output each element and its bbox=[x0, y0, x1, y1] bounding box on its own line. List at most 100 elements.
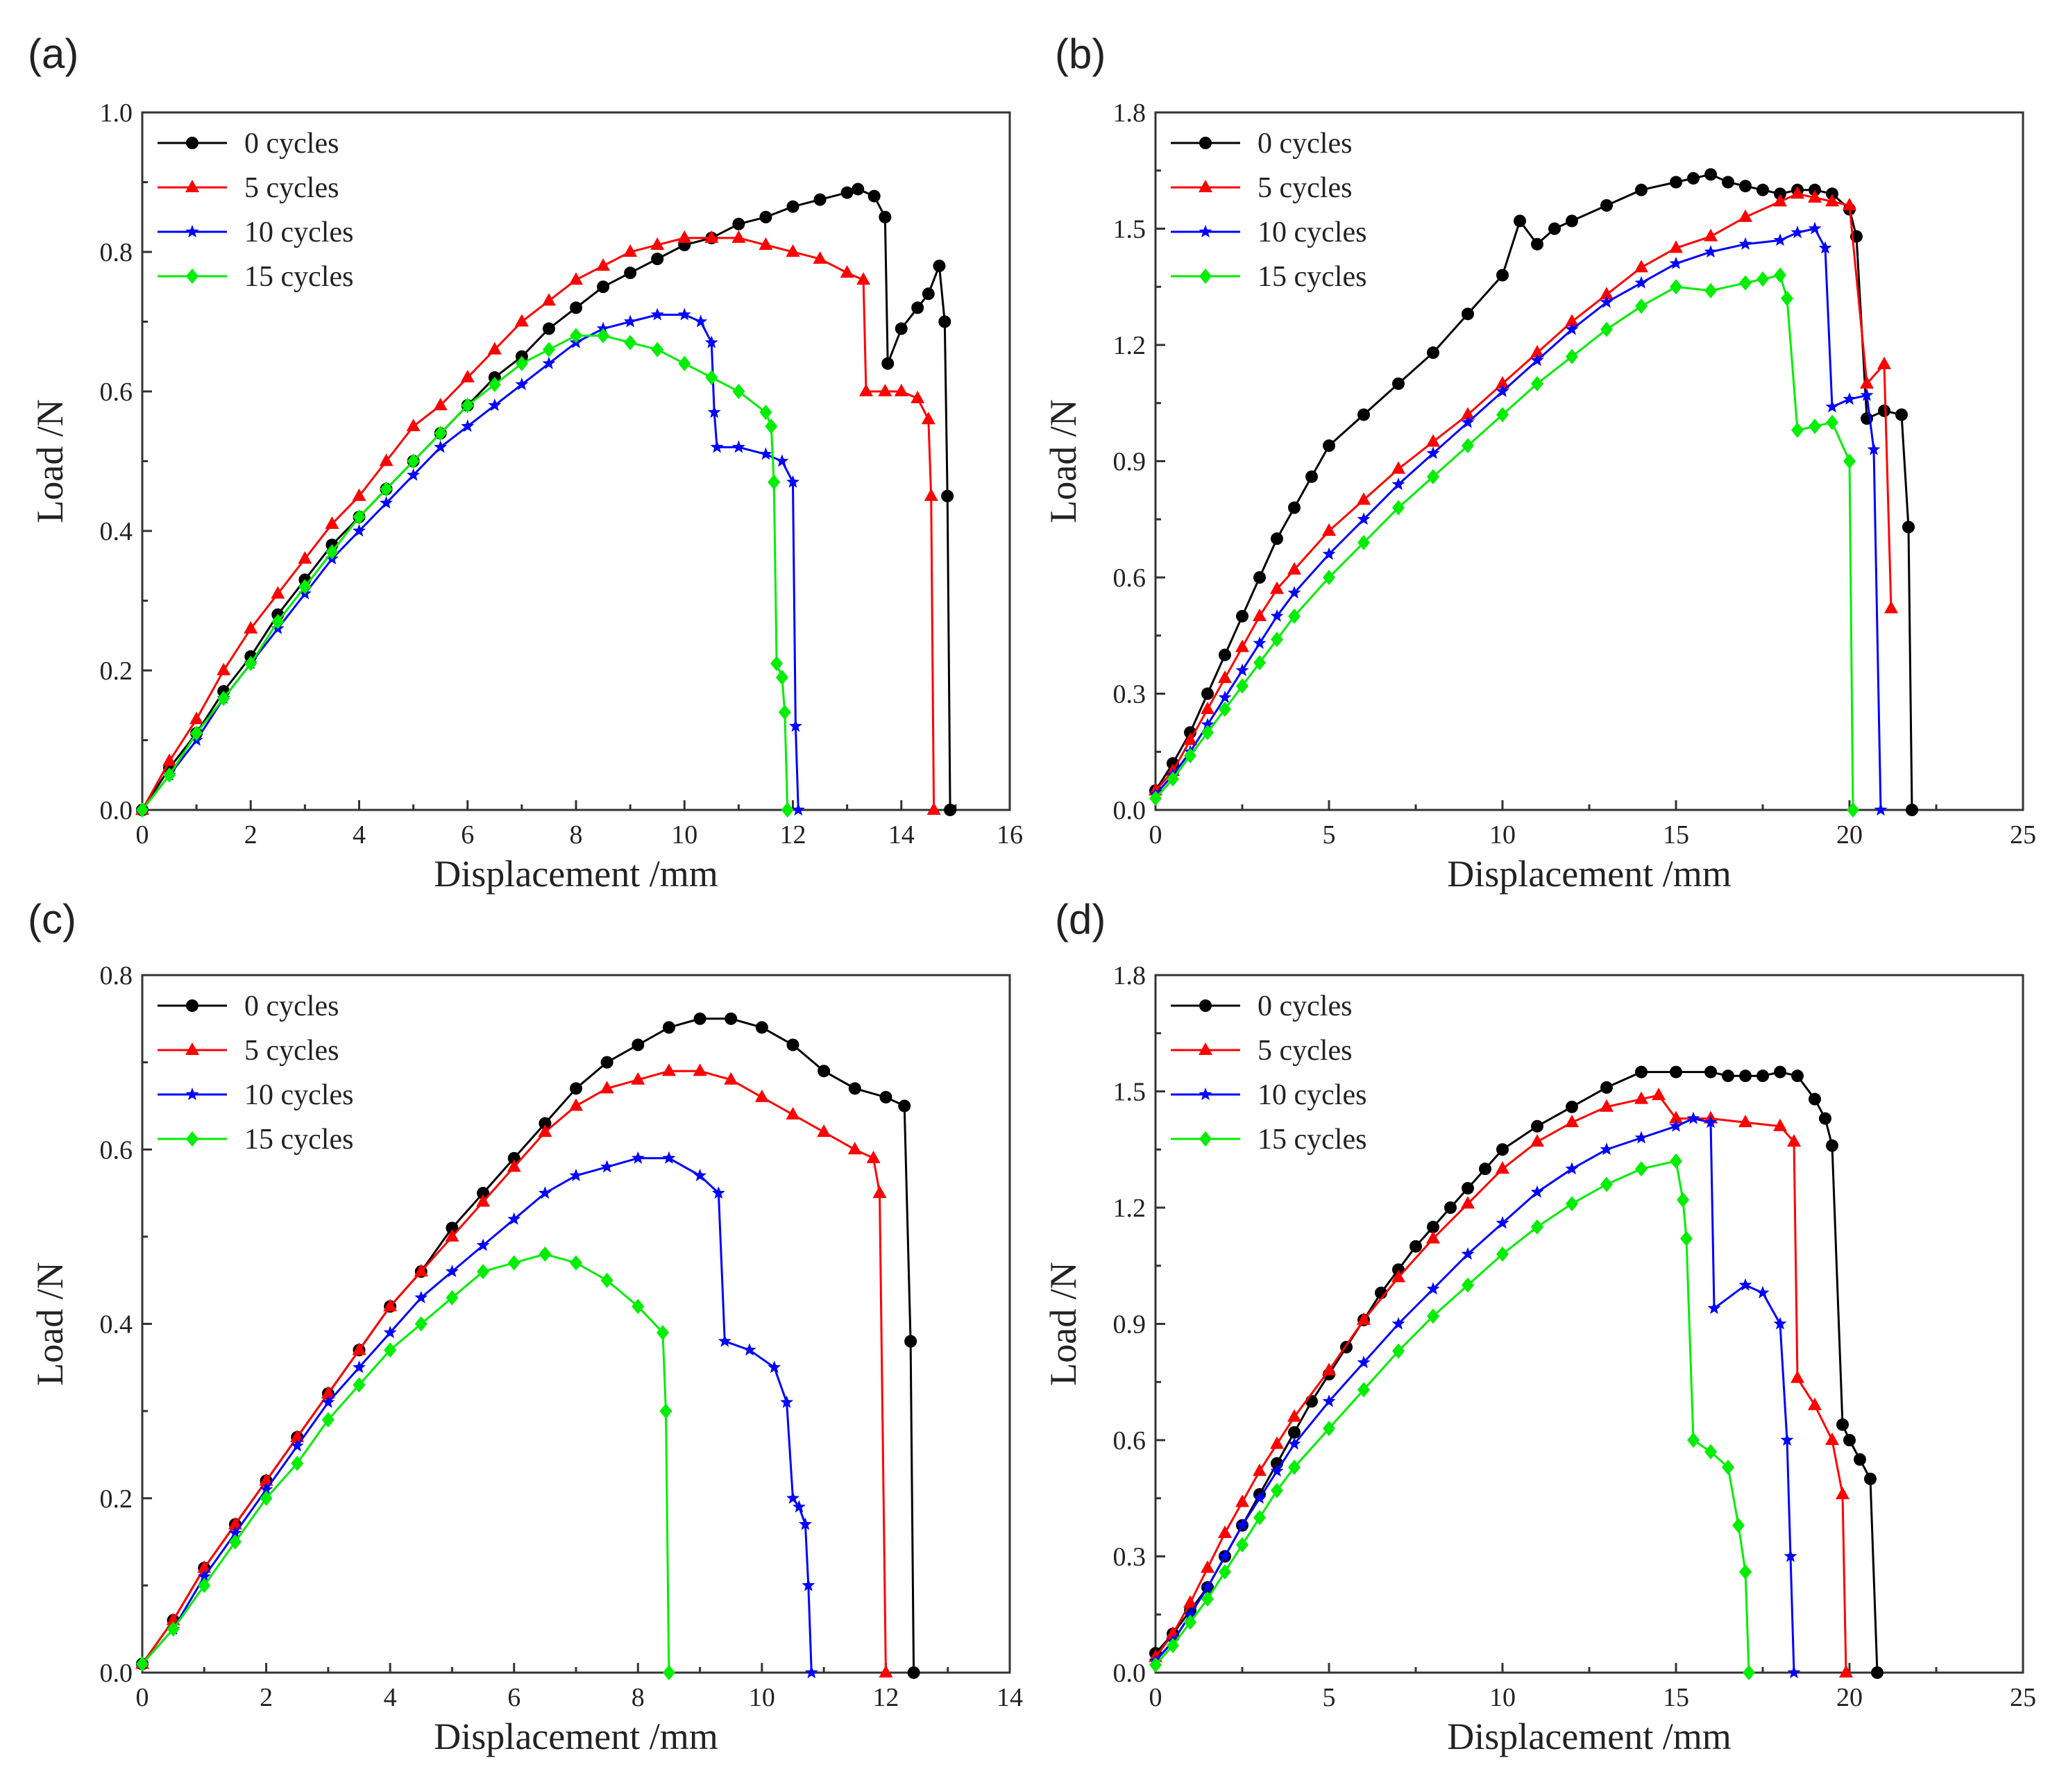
panel-d-y-tick-label: 0.9 bbox=[1113, 1310, 1146, 1339]
panel-a-data-point-15-cycles bbox=[217, 691, 230, 707]
panel-d-data-point-0-cycles bbox=[1410, 1240, 1422, 1253]
panel-d-series-15-cycles bbox=[1149, 1153, 1755, 1680]
panel-b-data-point-15-cycles bbox=[1843, 453, 1856, 469]
panel-b-data-point-0-cycles bbox=[1757, 183, 1769, 196]
panel-b-data-point-0-cycles bbox=[1906, 804, 1918, 816]
panel-c-data-point-10-cycles bbox=[780, 1395, 794, 1408]
panel-b-data-point-10-cycles bbox=[1565, 322, 1579, 335]
panel-c-data-point-0-cycles bbox=[539, 1117, 552, 1130]
panel-b-data-point-15-cycles bbox=[1531, 375, 1543, 391]
panel-a: (a) 0 2 4 6 8 10 12 14 16 0.0 0.2 0.4 0.6 0.8 1.0 Displa… bbox=[28, 31, 1023, 895]
panel-d-data-point-10-cycles bbox=[1780, 1433, 1794, 1446]
panel-a-data-point-5-cycles bbox=[487, 341, 502, 355]
panel-a-data-point-15-cycles bbox=[570, 328, 582, 344]
panel-c-data-point-5-cycles bbox=[872, 1185, 887, 1199]
panel-a-data-point-15-cycles bbox=[651, 341, 664, 357]
panel-b-data-point-5-cycles bbox=[1201, 701, 1214, 714]
panel-c-data-point-10-cycles bbox=[792, 1500, 806, 1513]
panel-a-legend-marker-0-cycles bbox=[186, 137, 198, 149]
panel-a-data-point-15-cycles bbox=[705, 369, 718, 385]
panel-c-data-point-5-cycles bbox=[661, 1063, 676, 1076]
panel-b-data-point-10-cycles bbox=[1496, 384, 1509, 398]
panel-c-data-point-15-cycles bbox=[353, 1377, 366, 1393]
panel-a-legend-label-10-cycles: 10 cycles bbox=[244, 217, 353, 248]
panel-d-data-point-15-cycles bbox=[1323, 1421, 1335, 1437]
panel-d-data-point-0-cycles bbox=[1791, 1070, 1804, 1083]
panel-b-x-tick-label: 5 bbox=[1323, 820, 1336, 849]
panel-a-data-point-15-cycles bbox=[597, 328, 610, 344]
panel-c-data-point-10-cycles bbox=[353, 1360, 366, 1373]
panel-c-label: (c) bbox=[28, 896, 76, 943]
panel-b-legend-label-5-cycles: 5 cycles bbox=[1258, 172, 1352, 204]
panel-b-data-point-15-cycles bbox=[1236, 678, 1248, 694]
panel-a-data-point-0-cycles bbox=[938, 315, 951, 328]
panel-b-data-point-0-cycles bbox=[1514, 214, 1526, 228]
panel-c-data-point-10-cycles bbox=[260, 1482, 273, 1496]
panel-d-data-point-0-cycles bbox=[1757, 1070, 1769, 1083]
panel-d-data-point-15-cycles bbox=[1427, 1308, 1439, 1324]
panel-d-data-point-5-cycles bbox=[1426, 1231, 1440, 1244]
panel-d-data-point-10-cycles bbox=[1322, 1394, 1336, 1408]
panel-b-data-point-10-cycles bbox=[1874, 803, 1888, 816]
panel-d-data-point-0-cycles bbox=[1305, 1395, 1318, 1408]
panel-a-data-point-0-cycles bbox=[840, 186, 854, 199]
panel-d-data-point-0-cycles bbox=[1836, 1418, 1849, 1431]
panel-b-data-point-10-cycles bbox=[1843, 392, 1856, 405]
panel-a-data-point-10-cycles bbox=[704, 335, 718, 348]
panel-c-data-point-0-cycles bbox=[904, 1335, 917, 1348]
panel-b-data-point-5-cycles bbox=[1825, 194, 1839, 207]
panel-d-data-point-15-cycles bbox=[1739, 1564, 1752, 1580]
panel-c-data-point-10-cycles bbox=[414, 1290, 428, 1303]
panel-c-data-point-10-cycles bbox=[321, 1395, 335, 1408]
panel-b-data-point-10-cycles bbox=[1270, 609, 1284, 622]
panel-d-data-point-5-cycles bbox=[1808, 1397, 1822, 1410]
panel-d-data-point-15-cycles bbox=[1201, 1591, 1214, 1607]
panel-a-data-point-0-cycles bbox=[813, 193, 827, 206]
panel-c-data-point-5-cycles bbox=[569, 1098, 583, 1111]
panel-a-series-15-cycles bbox=[136, 328, 794, 818]
panel-d-data-point-15-cycles bbox=[1184, 1614, 1196, 1630]
panel-a-x-tick-label: 14 bbox=[888, 820, 915, 849]
panel-d-data-point-0-cycles bbox=[1427, 1220, 1439, 1233]
panel-c-series-10-cycles bbox=[135, 1151, 818, 1679]
panel-c-data-point-15-cycles bbox=[167, 1621, 180, 1637]
panel-b-y-tick-label: 1.8 bbox=[1113, 99, 1146, 128]
panel-c-data-point-5-cycles bbox=[476, 1194, 491, 1207]
panel-a-data-point-15-cycles bbox=[768, 474, 781, 490]
panel-a-data-point-15-cycles bbox=[542, 341, 555, 357]
panel-b-series-10-cycles bbox=[1149, 221, 1888, 816]
panel-a-data-point-0-cycles bbox=[867, 189, 881, 203]
panel-d-y-tick-label: 0.3 bbox=[1113, 1543, 1146, 1572]
panel-b-data-point-0-cycles bbox=[1496, 269, 1509, 282]
panel-a-series-line-15-cycles bbox=[141, 335, 789, 811]
panel-b-data-point-0-cycles bbox=[1392, 377, 1405, 390]
panel-a-y-tick-label: 0.8 bbox=[100, 238, 133, 267]
panel-c-data-point-15-cycles bbox=[570, 1255, 582, 1271]
panel-d-data-point-15-cycles bbox=[1271, 1482, 1283, 1498]
panel-a-data-point-15-cycles bbox=[434, 425, 447, 441]
panel-b-data-point-10-cycles bbox=[1818, 241, 1832, 254]
panel-d-data-point-0-cycles bbox=[1531, 1119, 1543, 1133]
panel-d-data-point-10-cycles bbox=[1784, 1549, 1797, 1562]
panel-a-data-point-5-cycles bbox=[162, 753, 177, 766]
panel-a-data-point-0-cycles bbox=[597, 280, 610, 294]
panel-d-data-point-5-cycles bbox=[1496, 1161, 1509, 1174]
panel-a-data-point-5-cycles bbox=[858, 384, 873, 396]
panel-b-data-point-5-cycles bbox=[1496, 375, 1509, 389]
panel-b-data-point-5-cycles bbox=[1461, 407, 1475, 420]
panel-a-data-point-15-cycles bbox=[325, 544, 339, 560]
panel-b-data-point-5-cycles bbox=[1773, 194, 1787, 207]
panel-b-data-point-0-cycles bbox=[1323, 439, 1335, 453]
panel-b-data-point-10-cycles bbox=[1600, 295, 1614, 308]
panel-b-data-point-10-cycles bbox=[1773, 233, 1787, 246]
panel-b-data-point-0-cycles bbox=[1271, 532, 1283, 546]
panel-c-data-point-5-cycles bbox=[600, 1081, 614, 1094]
panel-c-data-point-10-cycles bbox=[228, 1526, 242, 1539]
panel-d-data-point-5-cycles bbox=[1201, 1560, 1214, 1573]
panel-d-data-point-5-cycles bbox=[1839, 1665, 1853, 1677]
panel-d-data-point-0-cycles bbox=[1704, 1065, 1717, 1079]
panel-d-legend-label-15-cycles: 15 cycles bbox=[1258, 1124, 1366, 1156]
panel-a-data-point-0-cycles bbox=[941, 489, 954, 502]
panel-a-data-point-15-cycles bbox=[380, 481, 393, 497]
